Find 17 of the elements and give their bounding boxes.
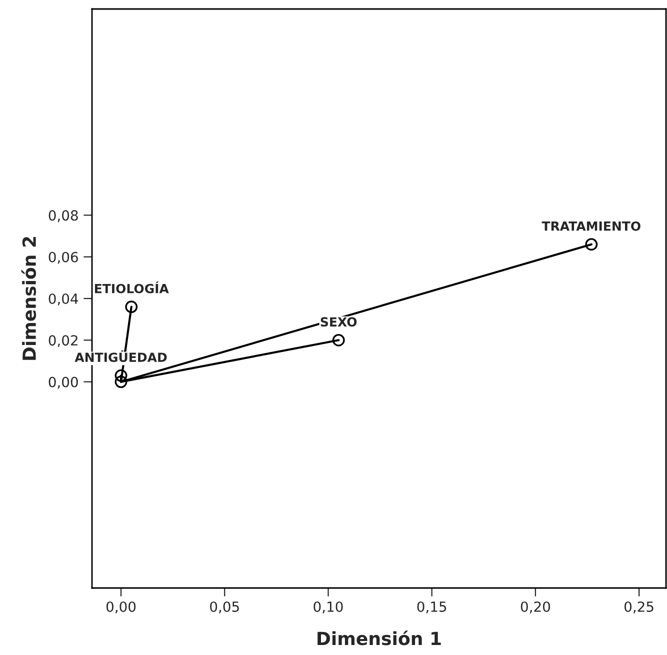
x-axis-title: Dimensión 1 [318, 630, 441, 646]
x-tick-label: 0,05 [210, 601, 239, 614]
annotation: ANTIGÜEDAD [74, 350, 167, 362]
y-tick-label: 0,00 [48, 376, 78, 389]
x-tick-label: 0,15 [417, 601, 446, 614]
x-tick-label: 0,00 [106, 601, 136, 614]
x-tick-label: 0,20 [520, 601, 550, 614]
y-tick-label: 0,06 [48, 252, 78, 264]
annotation: SEXO [320, 317, 357, 327]
x-tick-label: 0,10 [314, 601, 343, 614]
x-tick-label: 0,25 [624, 601, 654, 614]
annotation: TRATAMIENTO [542, 221, 640, 231]
y-tick-label: 0,08 [48, 210, 78, 222]
y-axis-title: Dimensión 2 [21, 237, 36, 360]
y-tick-label: 0,04 [48, 293, 78, 306]
y-tick-label: 0,02 [48, 335, 78, 348]
annotation: ETIOLOGÍA [94, 282, 169, 294]
